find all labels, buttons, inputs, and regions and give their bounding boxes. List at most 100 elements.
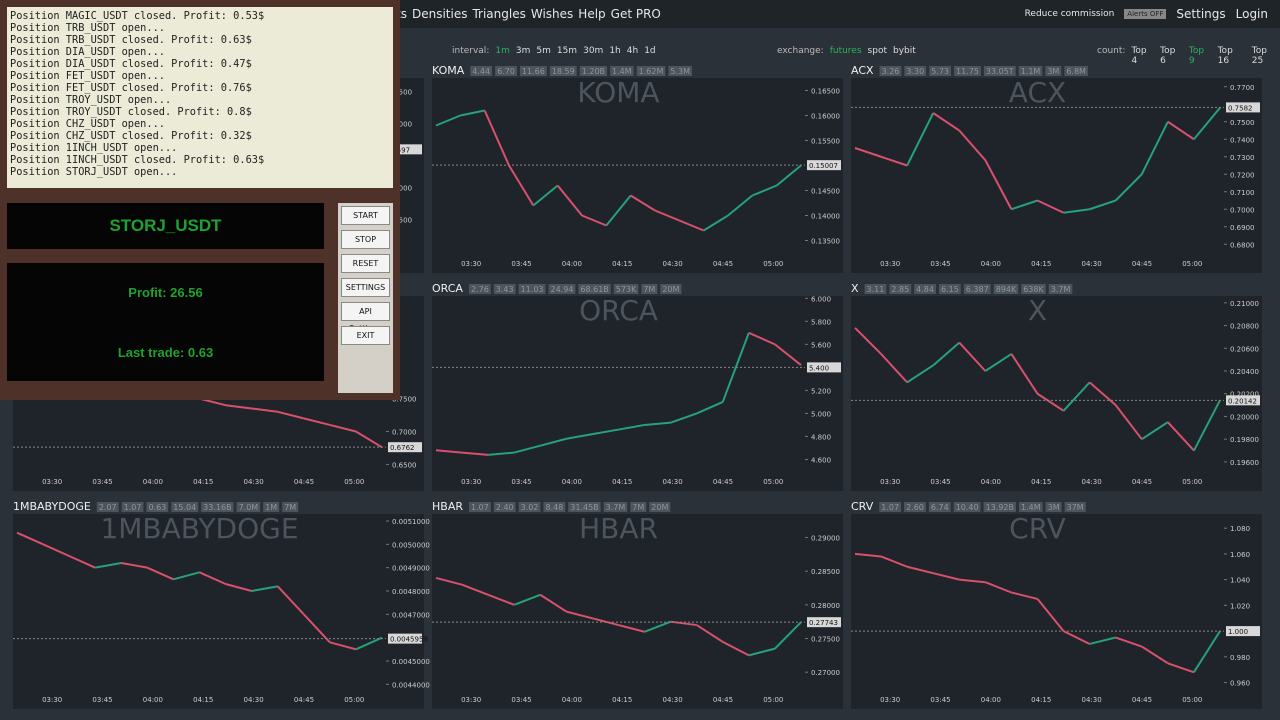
stat: 7.0M <box>239 503 259 512</box>
stat-bg <box>904 502 926 512</box>
interval-option[interactable]: 30m <box>583 46 604 56</box>
move <box>958 129 987 161</box>
price-label: 0.15007 <box>809 162 838 170</box>
login-link[interactable]: Login <box>1235 7 1268 21</box>
move <box>751 184 778 197</box>
y-tick-label: 1.080 <box>1230 525 1250 533</box>
bot-button[interactable]: SETTINGS <box>341 278 390 297</box>
stat: 5.3M <box>670 67 690 76</box>
x-tick-label: 04:00 <box>562 478 582 486</box>
interval-option[interactable]: 3m <box>515 46 531 56</box>
stat: 894K <box>996 285 1017 294</box>
stat: 3.26 <box>882 67 900 76</box>
interval-option[interactable]: 1d <box>644 46 656 56</box>
y-tick-label: 0.28000 <box>811 602 840 610</box>
interval-option[interactable]: 15m <box>556 46 578 56</box>
count-option[interactable]: Top 4 <box>1131 46 1147 66</box>
move <box>566 433 593 440</box>
y-tick-label: 0.7000 <box>1230 206 1255 214</box>
stat-badge: 3.30 <box>904 66 927 76</box>
stat-bg <box>649 502 671 512</box>
stat-bg <box>1064 66 1088 76</box>
x-tick-label: 05:00 <box>1182 696 1202 704</box>
stat-bg <box>201 502 234 512</box>
move <box>696 624 724 643</box>
stat-badge: 11.75 <box>954 66 981 76</box>
stat: 5.73 <box>931 67 949 76</box>
move <box>670 620 697 627</box>
price-tag <box>807 617 841 628</box>
nav-link[interactable]: Densities <box>411 7 468 21</box>
count-option[interactable]: Top 6 <box>1160 46 1176 66</box>
y-tick-label: 1.060 <box>1230 551 1250 559</box>
reduce-link[interactable]: Reduce commission <box>1024 9 1115 19</box>
bot-button[interactable]: START <box>341 206 390 225</box>
x-tick-label: 03:30 <box>461 696 481 704</box>
log-line: Position DIA_USDT closed. Profit: 0.47$ <box>10 58 252 70</box>
count-option[interactable]: Top 16 <box>1217 46 1233 66</box>
exchange-option[interactable]: spot <box>867 46 887 56</box>
stat-bg <box>121 502 144 512</box>
stat: 11.75 <box>956 67 979 76</box>
move <box>932 341 960 367</box>
log-line: Position CHZ_USDT closed. Profit: 0.32$ <box>10 130 252 142</box>
count-option[interactable]: Top 25 <box>1251 46 1267 66</box>
nav-link[interactable]: Get PRO <box>610 7 661 21</box>
move <box>513 444 541 454</box>
price-tag <box>807 160 841 171</box>
move <box>958 341 987 372</box>
y-tick-label: 5.800 <box>811 318 831 326</box>
move <box>460 109 485 117</box>
nav-link[interactable]: Help <box>578 7 606 21</box>
bot-button[interactable]: STOP <box>341 230 390 249</box>
symbol: X <box>851 282 859 295</box>
bot-button[interactable]: RESET <box>341 254 390 273</box>
stat: 6.387 <box>966 285 989 294</box>
y-tick-label: 0.20400 <box>1230 368 1259 376</box>
stat-badge: 5.73 <box>929 66 951 76</box>
count-option[interactable]: Top 9 <box>1188 46 1205 66</box>
stat-bg <box>928 502 951 512</box>
stat: 7M <box>643 285 655 294</box>
bot-button[interactable]: API Settings <box>341 302 390 333</box>
exchange-option[interactable]: bybit <box>892 46 916 56</box>
move <box>1036 598 1065 632</box>
x-tick-label: 04:30 <box>1081 696 1101 704</box>
x-tick-label: 03:30 <box>42 696 62 704</box>
stat-badge: 3.02 <box>518 502 541 512</box>
move <box>906 112 935 166</box>
alerts-toggle[interactable]: Alerts OFF <box>1124 9 1167 19</box>
settings-link[interactable]: Settings <box>1176 7 1226 21</box>
stat-bg <box>613 284 639 294</box>
y-tick-label: 0.21000 <box>1230 300 1259 308</box>
stat-badge: 8.48 <box>543 502 566 512</box>
stat-badge: 573K <box>613 284 639 294</box>
bot-button[interactable]: EXIT <box>341 326 390 345</box>
stat-badge: 11.03 <box>518 284 546 294</box>
exchange-option[interactable]: futures <box>829 46 862 56</box>
stat-bg <box>543 502 566 512</box>
stat-badge: 1.1M <box>1018 66 1043 76</box>
stat-bg <box>549 66 577 76</box>
stat-bg <box>889 284 912 294</box>
move <box>16 531 44 546</box>
y-tick-label: 0.7400 <box>1230 136 1255 144</box>
interval-option[interactable]: 1h <box>609 46 621 56</box>
chart-panel <box>432 514 843 709</box>
interval-option[interactable]: 1m <box>495 46 510 56</box>
move <box>355 636 383 651</box>
move <box>1037 199 1064 214</box>
nav-link[interactable]: Wishes <box>530 7 574 21</box>
x-tick-label: 03:45 <box>92 696 112 704</box>
x-tick-label: 05:00 <box>344 478 364 486</box>
nav-link[interactable]: ts <box>396 7 407 21</box>
move <box>435 576 463 586</box>
nav-link[interactable]: Triangles <box>472 7 526 21</box>
move <box>121 562 148 569</box>
price-tag <box>1226 395 1260 406</box>
stat-bg <box>963 284 991 294</box>
interval-option[interactable]: 4h <box>626 46 639 56</box>
interval-option[interactable]: 5m <box>536 46 551 56</box>
stat-bg <box>1018 66 1043 76</box>
stat-bg <box>983 502 1016 512</box>
